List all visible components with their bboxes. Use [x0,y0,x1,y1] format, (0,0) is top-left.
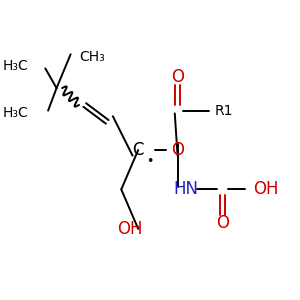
Text: H₃C: H₃C [3,106,28,120]
Text: H₃C: H₃C [3,58,28,73]
Text: O: O [171,68,184,86]
Text: OH: OH [254,180,279,198]
Text: R1: R1 [214,103,233,118]
Text: CH₃: CH₃ [79,50,105,64]
Text: HN: HN [173,180,199,198]
Text: O: O [216,214,229,232]
Text: OH: OH [117,220,142,238]
Text: O: O [171,141,184,159]
Text: •: • [146,155,153,168]
Text: C: C [132,141,144,159]
